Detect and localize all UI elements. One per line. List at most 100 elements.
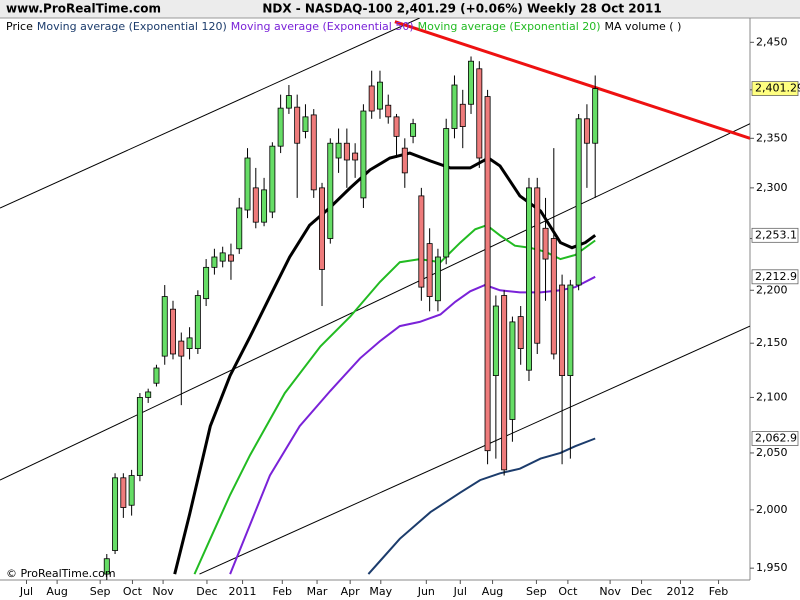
legend-entry: Moving average (Exponential 20) [418, 20, 601, 33]
x-tick-label: Jul [453, 585, 467, 598]
candle-body [153, 367, 160, 384]
candle-body [418, 195, 425, 288]
candle-body [319, 187, 325, 270]
legend: Price Moving average (Exponential 120) Mo… [6, 20, 681, 33]
candle-body [410, 123, 417, 137]
candle-body [186, 337, 193, 349]
x-tick-label: 2011 [229, 585, 257, 598]
trend-line [0, 18, 420, 209]
candle-body [575, 118, 582, 286]
moving-average [367, 437, 596, 575]
header-bar [0, 0, 800, 18]
value-label-box [751, 431, 799, 446]
candle-body [509, 321, 516, 420]
x-tick-label: Oct [558, 585, 578, 598]
moving-average [229, 275, 596, 575]
candle-body [492, 305, 499, 376]
candle-body [277, 107, 284, 147]
value-label: 2,253.1 [755, 228, 797, 241]
x-tick-label: Feb [273, 585, 292, 598]
legend-price: Price [6, 20, 33, 33]
legend-entry: Moving average (Exponential 120) [37, 20, 227, 33]
candle-body [194, 295, 201, 349]
legend-entry: MA volume ( ) [605, 20, 682, 33]
candle-body [285, 95, 292, 109]
candle-body [559, 284, 566, 376]
x-tick-label: Apr [341, 585, 361, 598]
candle-body [352, 152, 359, 161]
candle-body [434, 256, 441, 302]
candle-body [451, 84, 458, 129]
candle-body [443, 128, 450, 258]
value-label: 2,212.9 [755, 270, 797, 283]
y-tick-label: 2,050 [756, 446, 788, 459]
candle-body [219, 252, 226, 262]
candle-body [476, 68, 483, 159]
candle-body [128, 475, 135, 506]
candle-body [401, 147, 408, 174]
copyright: © ProRealTime.com [6, 567, 116, 580]
x-tick-label: Dec [631, 585, 652, 598]
chart-title: NDX - NASDAQ-100 2,401.29 (+0.06%) Weekl… [262, 2, 661, 16]
candle-body [393, 116, 400, 137]
candle-body [112, 477, 119, 551]
candle-body [236, 207, 243, 250]
x-tick-label: May [369, 585, 392, 598]
value-label: 2,062.9 [755, 431, 797, 444]
candle-body [103, 558, 110, 575]
candle-body [136, 397, 143, 476]
candle-body [468, 60, 474, 105]
x-tick-label: Sep [526, 585, 547, 598]
candle-body [592, 88, 599, 144]
y-tick-label: 2,350 [756, 131, 788, 144]
x-tick-label: Nov [599, 585, 621, 598]
candle-body [360, 110, 367, 199]
candle-body [294, 106, 301, 144]
candle-body [261, 189, 268, 223]
trend-line [394, 20, 750, 140]
trend-line [0, 123, 750, 481]
candle-body [484, 96, 491, 452]
candle-body [211, 256, 218, 268]
x-tick-label: Dec [196, 585, 217, 598]
candle-body [252, 187, 259, 223]
candle-body [385, 104, 392, 118]
value-label-box [751, 81, 799, 96]
x-tick-label: Jun [417, 585, 435, 598]
x-tick-label: Feb [709, 585, 728, 598]
y-tick-label: 2,000 [756, 503, 788, 516]
candle-body [335, 142, 342, 159]
candle-body [327, 142, 334, 239]
candle-body [534, 187, 541, 344]
y-tick-label: 2,150 [756, 336, 788, 349]
candle-body [145, 391, 152, 398]
candle-body [426, 243, 433, 297]
candle-body [120, 477, 127, 508]
plot [0, 18, 750, 580]
candle-body [178, 340, 185, 357]
candle-body [343, 142, 350, 161]
candle-body [269, 145, 276, 213]
candle-body [377, 81, 383, 110]
x-tick-label: Oct [123, 585, 143, 598]
candle-body [310, 114, 317, 191]
value-label-box [751, 227, 799, 243]
y-tick-label: 2,450 [756, 35, 788, 48]
moving-average [173, 151, 597, 575]
legend-entry: Moving average (Exponential 50) [231, 20, 414, 33]
x-tick-label: Mar [307, 585, 328, 598]
y-tick-label: 2,300 [756, 181, 788, 194]
y-tick-label: 1,950 [756, 561, 788, 574]
candle-body [501, 295, 508, 471]
x-tick-label: Nov [152, 585, 174, 598]
candle-body [517, 316, 524, 349]
y-tick-label: 2,100 [756, 390, 788, 403]
candle-body [567, 284, 574, 376]
candle-body [459, 103, 466, 127]
candle-body [227, 254, 234, 262]
x-tick-label: Sep [90, 585, 111, 598]
candle-body [368, 85, 375, 112]
candle-body [170, 308, 176, 355]
value-label-box [751, 269, 799, 285]
